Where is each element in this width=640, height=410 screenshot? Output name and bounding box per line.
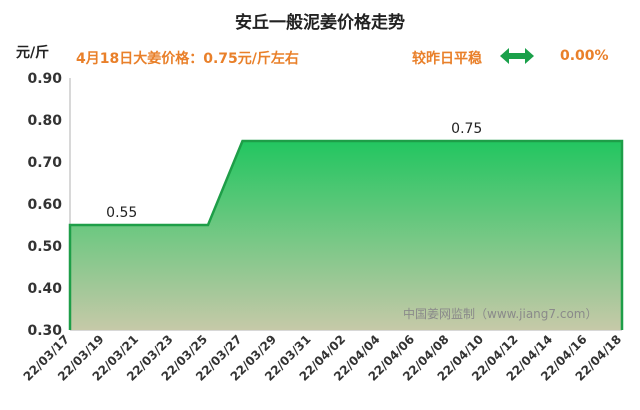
y-tick-label: 0.60 bbox=[27, 197, 62, 213]
data-labels: 0.55 0.75 bbox=[106, 121, 482, 221]
y-tick-labels: 0.90 0.80 0.70 0.60 0.50 0.40 0.30 bbox=[27, 71, 62, 339]
y-tick-label: 0.50 bbox=[27, 239, 62, 255]
y-tick-label: 0.40 bbox=[27, 281, 62, 297]
chart-area-layer bbox=[68, 139, 624, 330]
series-line bbox=[68, 139, 624, 330]
y-tick-label: 0.80 bbox=[27, 113, 62, 129]
compare-label: 较昨日平稳 bbox=[412, 51, 482, 67]
y-tick-label: 0.30 bbox=[27, 323, 62, 339]
y-axis-unit: 元/斤 bbox=[16, 45, 50, 61]
data-label: 0.75 bbox=[451, 121, 482, 137]
x-tick-labels: 22/03/1722/03/1922/03/2122/03/2322/03/25… bbox=[21, 332, 625, 384]
price-summary: 4月18日大姜价格：0.75元/斤左右 bbox=[76, 51, 299, 67]
change-value: 0.00% bbox=[560, 48, 609, 64]
y-tick-label: 0.90 bbox=[27, 71, 62, 87]
left-right-arrow-icon bbox=[500, 47, 534, 69]
series-area bbox=[70, 141, 622, 330]
watermark: 中国姜网监制（www.jiang7.com） bbox=[403, 306, 597, 321]
data-label: 0.55 bbox=[106, 205, 137, 221]
y-tick-label: 0.70 bbox=[27, 155, 62, 171]
chart-title: 安丘一般泥姜价格走势 bbox=[235, 13, 405, 33]
